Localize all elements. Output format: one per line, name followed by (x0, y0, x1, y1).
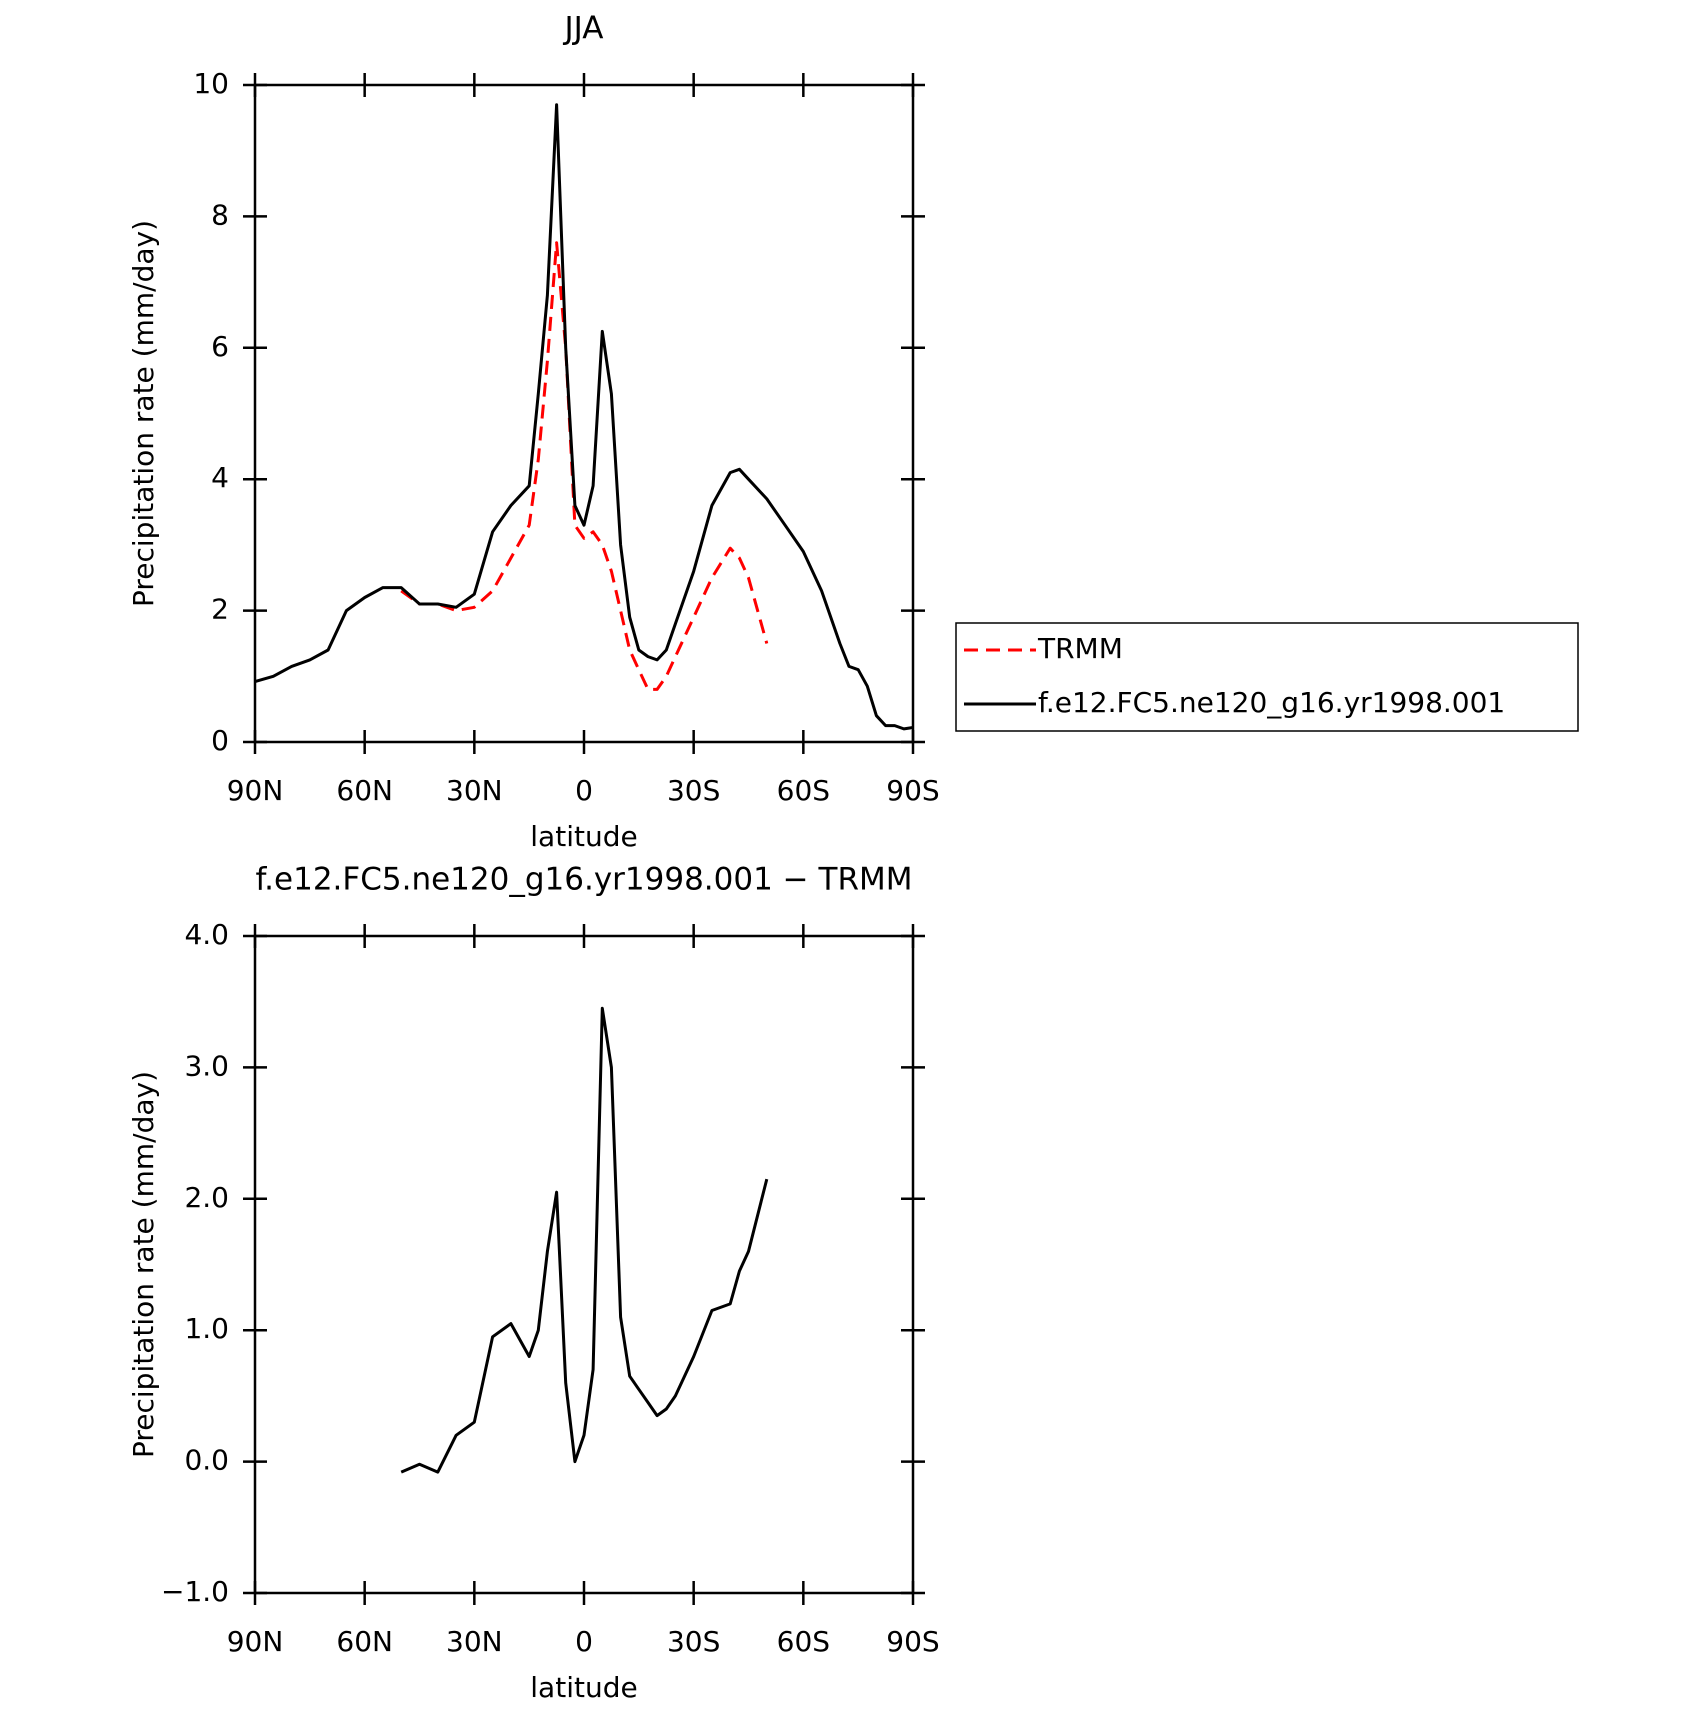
data-line (400, 1006, 769, 1474)
x-tick-label: 90S (886, 1625, 939, 1658)
plot-frame (253, 934, 915, 1595)
y-tick-label: 10 (193, 67, 229, 100)
x-tick-label: 60N (336, 774, 393, 807)
x-tick-label: 0 (575, 774, 593, 807)
chart-title: JJA (563, 11, 604, 47)
x-tick-label: 30S (667, 774, 720, 807)
x-tick-label: 90N (227, 1625, 284, 1658)
y-tick-label: 0 (211, 724, 229, 757)
x-tick-label: 90S (886, 774, 939, 807)
y-tick-label: 6 (211, 330, 229, 363)
x-tick-label: 60S (777, 774, 830, 807)
plot-frame (253, 83, 915, 744)
y-tick-label: 1.0 (184, 1312, 229, 1345)
x-tick-label: 30N (446, 1625, 503, 1658)
y-tick-label: 0.0 (184, 1444, 229, 1477)
x-tick-label: 0 (575, 1625, 593, 1658)
y-tick-label: 8 (211, 198, 229, 231)
y-tick-label: 4.0 (184, 918, 229, 951)
x-axis-label: latitude (530, 820, 637, 853)
x-tick-label: 60S (777, 1625, 830, 1658)
x-tick-label: 90N (227, 774, 284, 807)
data-line (254, 103, 914, 731)
y-tick-label: 3.0 (184, 1049, 229, 1082)
y-tick-label: −1.0 (161, 1575, 229, 1608)
legend-box (955, 622, 1579, 732)
x-tick-label: 30S (667, 1625, 720, 1658)
x-tick-label: 30N (446, 774, 503, 807)
data-line (400, 241, 769, 691)
y-axis-label: Precipitation rate (mm/day) (127, 1071, 160, 1458)
legend-label: f.e12.FC5.ne120_g16.yr1998.001 (1038, 686, 1505, 719)
y-axis-label: Precipitation rate (mm/day) (127, 220, 160, 607)
y-tick-label: 4 (211, 461, 229, 494)
x-tick-label: 60N (336, 1625, 393, 1658)
x-axis-label: latitude (530, 1671, 637, 1704)
legend-label: TRMM (1037, 632, 1123, 665)
y-tick-label: 2.0 (184, 1181, 229, 1214)
y-tick-label: 2 (211, 593, 229, 626)
chart-title: f.e12.FC5.ne120_g16.yr1998.001 − TRMM (256, 862, 913, 898)
